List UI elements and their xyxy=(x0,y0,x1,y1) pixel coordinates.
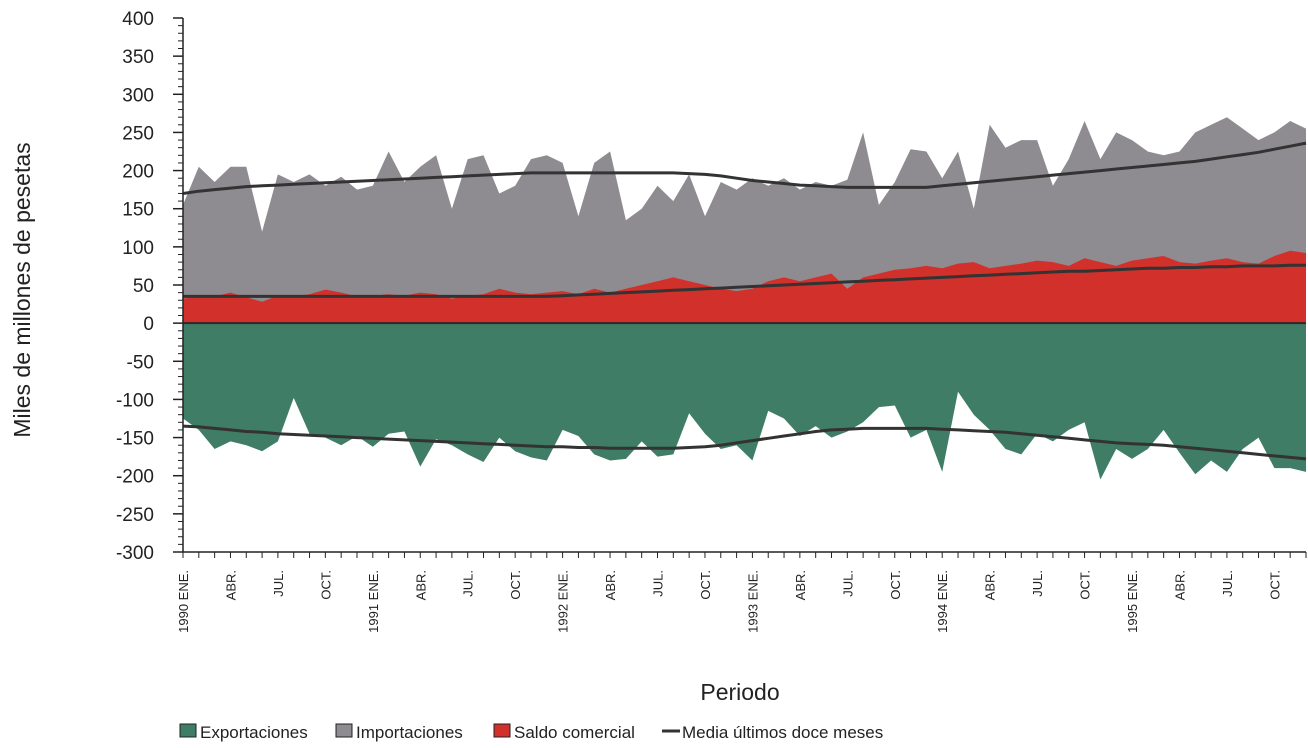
plot-area xyxy=(182,117,1307,480)
legend-swatch xyxy=(179,723,197,738)
x-tick-label: JUL. xyxy=(1030,570,1045,597)
legend-label: Media últimos doce meses xyxy=(682,723,883,742)
x-axis-title: Periodo xyxy=(700,679,779,705)
x-tick-label: 1990 ENE. xyxy=(176,570,191,633)
x-tick-label: 1993 ENE. xyxy=(745,570,760,633)
x-tick-label: ABR. xyxy=(793,570,808,600)
y-tick-label: 0 xyxy=(143,314,154,335)
x-tick-label: 1992 ENE. xyxy=(556,570,571,633)
exportaciones-area xyxy=(183,323,1306,480)
media-saldo-line xyxy=(183,263,1306,298)
y-tick-label: 300 xyxy=(122,85,154,106)
y-axis-title: Miles de millones de pesetas xyxy=(9,142,35,437)
legend-swatch xyxy=(335,723,353,738)
y-tick-label: 150 xyxy=(122,200,154,221)
y-tick-label: 200 xyxy=(122,162,154,183)
y-tick-label: 400 xyxy=(122,9,154,30)
x-tick-label: JUL. xyxy=(271,570,286,597)
y-tick-label: 250 xyxy=(122,123,154,144)
legend-media: Media últimos doce meses xyxy=(662,723,883,742)
x-tick-label: JUL. xyxy=(461,570,476,597)
y-tick-label: -300 xyxy=(116,543,154,564)
y-tick-label: 100 xyxy=(122,238,154,259)
media-importaciones-line xyxy=(182,141,1307,195)
y-tick-label: -100 xyxy=(116,390,154,411)
legend: Exportaciones Importaciones Saldo comercia… xyxy=(179,723,883,742)
x-tick-label: OCT. xyxy=(318,570,333,600)
x-tick-label: OCT. xyxy=(508,570,523,600)
legend-exportaciones: Exportaciones xyxy=(179,723,308,742)
y-tick-label: -50 xyxy=(127,352,154,373)
saldo-comercial-area xyxy=(183,250,1306,324)
legend-importaciones: Importaciones xyxy=(335,723,463,742)
x-tick-label: 1994 ENE. xyxy=(935,570,950,633)
x-tick-label: OCT. xyxy=(698,570,713,600)
x-tick-label: 1991 ENE. xyxy=(366,570,381,633)
x-tick-label: 1995 ENE. xyxy=(1125,570,1140,633)
media-exportaciones-line xyxy=(182,424,1307,461)
legend-label: Importaciones xyxy=(356,723,463,742)
x-tick-label: JUL. xyxy=(840,570,855,597)
legend-label: Exportaciones xyxy=(200,723,308,742)
y-tick-label: 50 xyxy=(133,276,154,297)
x-tick-label: OCT. xyxy=(1267,570,1282,600)
x-tick-label: JUL. xyxy=(1220,570,1235,597)
y-tick-label: -250 xyxy=(116,505,154,526)
legend-saldo-comercial: Saldo comercial xyxy=(493,723,635,742)
x-tick-label: ABR. xyxy=(983,570,998,600)
y-tick-label: -200 xyxy=(116,467,154,488)
legend-swatch xyxy=(493,723,511,738)
x-tick-label: ABR. xyxy=(603,570,618,600)
x-tick-label: OCT. xyxy=(888,570,903,600)
x-tick-label: ABR. xyxy=(1173,570,1188,600)
x-tick-label: OCT. xyxy=(1078,570,1093,600)
axes: 400 350 300 250 200 150 100 50 0 -50 -100 -150 -200 -… xyxy=(116,9,1307,633)
legend-label: Saldo comercial xyxy=(514,723,635,742)
y-tick-label: 350 xyxy=(122,47,154,68)
x-tick-label: ABR. xyxy=(413,570,428,600)
y-tick-label: -150 xyxy=(116,429,154,450)
x-tick-label: JUL. xyxy=(651,570,666,597)
x-tick-label: ABR. xyxy=(224,570,239,600)
